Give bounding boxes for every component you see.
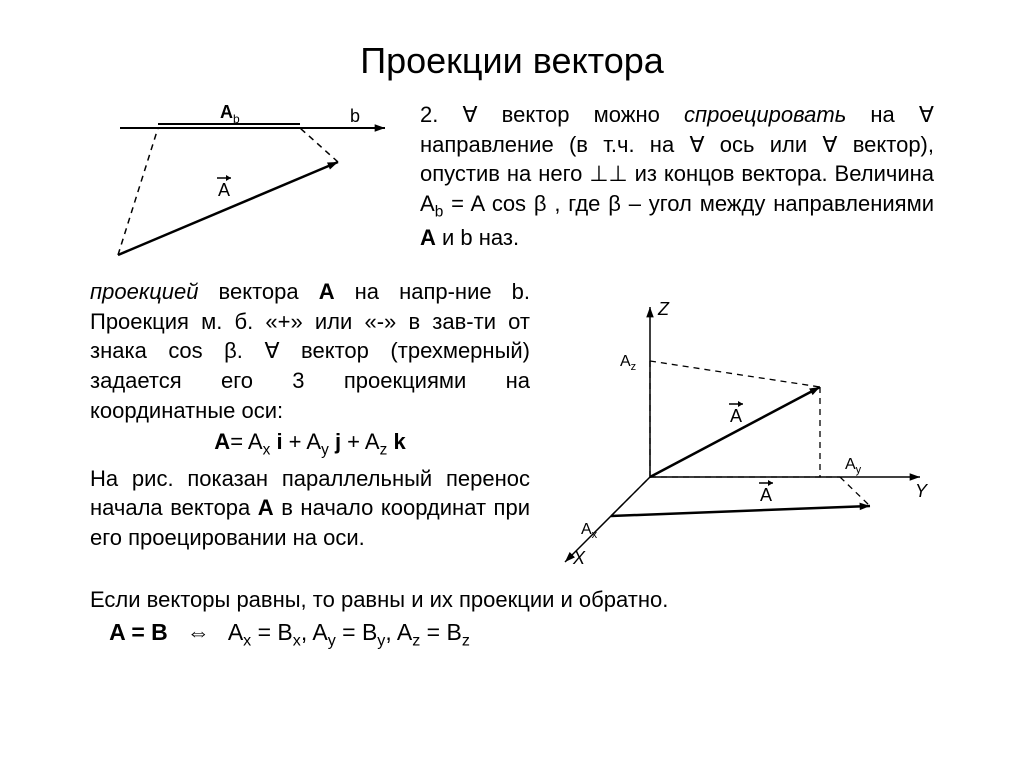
- svg-text:Y: Y: [915, 481, 929, 501]
- diagram-3d: ZYXAAAzAyAx: [540, 277, 940, 582]
- paragraph-1: 2. ∀ вектор можно спроецировать на ∀ нап…: [420, 100, 934, 253]
- bottom-block: Если векторы равны, то равны и их проекц…: [90, 584, 934, 653]
- svg-text:A: A: [218, 180, 230, 200]
- svg-text:Z: Z: [657, 299, 670, 319]
- paragraph-2: проекцией вектора A на напр-ние b. Проек…: [90, 277, 530, 425]
- paragraph-3: На рис. показан параллельный перенос нач…: [90, 464, 530, 553]
- svg-text:Az: Az: [620, 353, 636, 373]
- row-2: проекцией вектора A на напр-ние b. Проек…: [90, 277, 934, 582]
- formula-components: A= Ax i + Ay j + Az k: [90, 427, 530, 461]
- formula-equality: A = B ⇔ Ax = Bx, Ay = By, Az = Bz: [90, 616, 934, 653]
- diagram-projection: Ab b A: [90, 100, 410, 275]
- svg-text:Ab: Ab: [220, 102, 240, 126]
- svg-text:Ay: Ay: [845, 456, 862, 476]
- row-1: Ab b A 2. ∀ вектор можно спроецировать на …: [90, 100, 934, 275]
- page-title: Проекции вектора: [90, 40, 934, 82]
- left-text-block: проекцией вектора A на напр-ние b. Проек…: [90, 277, 530, 553]
- paragraph-4: Если векторы равны, то равны и их проекц…: [90, 584, 934, 616]
- svg-text:X: X: [572, 548, 586, 568]
- svg-text:b: b: [350, 106, 360, 126]
- svg-text:A: A: [760, 485, 772, 505]
- svg-text:A: A: [730, 406, 742, 426]
